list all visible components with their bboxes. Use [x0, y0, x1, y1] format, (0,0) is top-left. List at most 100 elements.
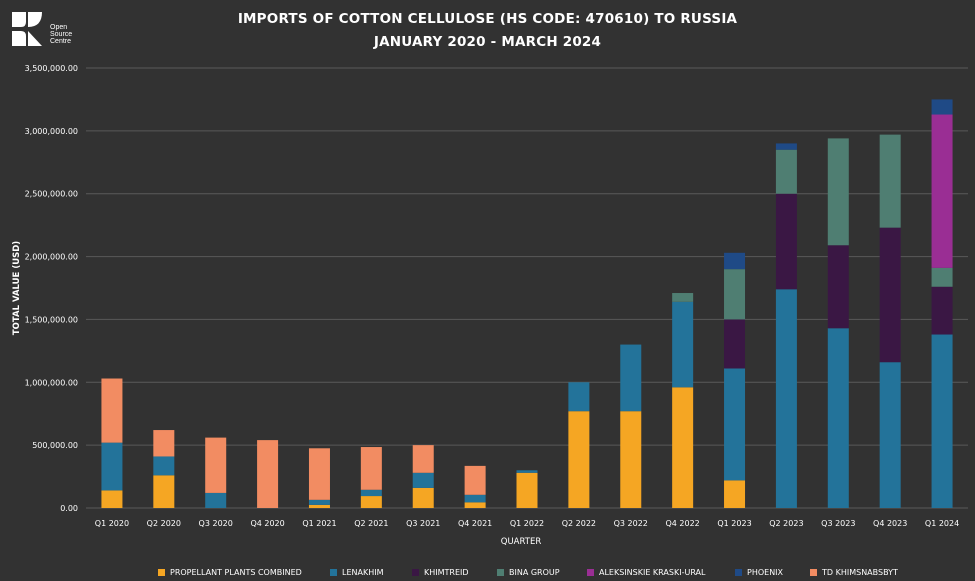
bar-segment — [879, 362, 901, 508]
bar-segment — [101, 378, 123, 443]
bar-segment — [153, 430, 175, 457]
bar-segment — [724, 368, 746, 481]
legend-swatch — [330, 568, 337, 576]
bar-segment — [101, 490, 123, 508]
bar-segment — [153, 475, 175, 508]
bar-segment — [724, 269, 746, 320]
bar-segment — [724, 252, 746, 270]
bar-segment — [775, 143, 797, 150]
bar-segment — [308, 448, 330, 500]
legend-item: LENAKHIM — [330, 565, 384, 579]
x-tick-label: Q3 2020 — [199, 519, 233, 528]
bar-segment — [879, 134, 901, 228]
legend-label: PROPELLANT PLANTS COMBINED — [170, 567, 302, 577]
bar-segment — [464, 502, 486, 508]
y-tick-label: 2,500,000.00 — [25, 190, 78, 199]
x-tick-label: Q1 2024 — [925, 519, 959, 528]
bar-segment — [308, 504, 330, 508]
bar-segment — [827, 138, 849, 246]
y-tick-label: 1,000,000.00 — [25, 378, 78, 387]
y-tick-label: 3,500,000.00 — [25, 64, 78, 73]
bar-segment — [775, 289, 797, 508]
legend-swatch — [158, 568, 165, 576]
legend-label: PHOENIX — [747, 567, 784, 577]
bar-segment — [931, 267, 953, 287]
x-tick-label: Q4 2022 — [665, 519, 699, 528]
bar-segment — [775, 149, 797, 194]
bar-segment — [827, 328, 849, 508]
y-tick-label: 500,000.00 — [32, 441, 78, 450]
bar-segment — [879, 227, 901, 363]
legend-swatch — [810, 568, 817, 576]
bar-segment — [153, 456, 175, 476]
stacked-bar-chart: 0.00 500,000.00 1,000,000.00 1,500,000.00 2,… — [12, 64, 968, 547]
legend-label: TD KHIMSNABSBYT — [822, 567, 898, 577]
legend-label: LENAKHIM — [342, 567, 384, 577]
x-tick-label: Q3 2022 — [614, 519, 648, 528]
logo-text-line3: Centre — [50, 38, 72, 45]
bar-segment — [360, 496, 382, 508]
legend-swatch — [735, 568, 742, 576]
bar-segment — [464, 494, 486, 503]
bar-segment — [724, 319, 746, 369]
x-tick-label: Q3 2021 — [406, 519, 440, 528]
y-tick-label: 2,000,000.00 — [25, 253, 78, 262]
legend-item: ALEKSINSKIE KRASKI-URAL — [587, 565, 705, 579]
logo-text: Open Source Centre — [50, 24, 90, 45]
bar-segment — [464, 465, 486, 495]
logo-text-line2: Source — [50, 31, 73, 38]
bar-segment — [568, 382, 590, 412]
bar-segment — [931, 286, 953, 335]
chart-title: IMPORTS OF COTTON CELLULOSE (HS CODE: 47… — [237, 11, 738, 27]
legend-item: PHOENIX — [735, 565, 783, 579]
bar-segment — [827, 245, 849, 329]
bar-segment — [360, 447, 382, 490]
chart-subtitle: JANUARY 2020 - MARCH 2024 — [373, 34, 602, 50]
bar-segment — [205, 437, 227, 493]
x-tick-label: Q1 2021 — [302, 519, 336, 528]
y-axis-title: TOTAL VALUE (USD) — [12, 241, 22, 335]
bar-segment — [931, 334, 953, 508]
bar-segment — [568, 411, 590, 508]
x-tick-label: Q2 2023 — [769, 519, 803, 528]
bar-segment — [724, 480, 746, 508]
x-tick-label: Q2 2021 — [354, 519, 388, 528]
x-tick-label: Q1 2023 — [717, 519, 751, 528]
x-tick-label: Q4 2023 — [873, 519, 907, 528]
bar-segment — [672, 293, 694, 302]
legend-item: BINA GROUP — [497, 565, 560, 579]
bar-segment — [672, 301, 694, 388]
bar-segment — [101, 442, 123, 491]
bar-segment — [620, 344, 642, 412]
x-tick-label: Q4 2020 — [250, 519, 284, 528]
x-tick-label: Q1 2020 — [95, 519, 129, 528]
bar-segment — [412, 472, 434, 488]
bar-segment — [672, 387, 694, 508]
bar-segment — [412, 487, 434, 508]
bar-segment — [308, 499, 330, 505]
legend-swatch — [497, 568, 504, 576]
bar-segment — [412, 445, 434, 473]
open-source-centre-logo: Open Source Centre — [8, 10, 88, 50]
x-tick-label: Q2 2020 — [147, 519, 181, 528]
legend-item: PROPELLANT PLANTS COMBINED — [158, 565, 302, 579]
x-tick-label: Q2 2022 — [562, 519, 596, 528]
x-tick-label: Q1 2022 — [510, 519, 544, 528]
chart-legend: PROPELLANT PLANTS COMBINED LENAKHIM KHIMTR… — [0, 565, 975, 579]
x-axis-title: QUARTER — [501, 537, 542, 547]
logo-text-line1: Open — [50, 24, 68, 31]
legend-item: TD KHIMSNABSBYT — [810, 565, 898, 579]
bar-segment — [360, 489, 382, 497]
x-tick-label: Q3 2023 — [821, 519, 855, 528]
bar-segment — [775, 193, 797, 290]
y-tick-label: 1,500,000.00 — [25, 315, 78, 324]
bar-segment — [516, 472, 538, 508]
legend-item: KHIMTREID — [412, 565, 469, 579]
legend-label: KHIMTREID — [424, 567, 469, 577]
bar-segment — [516, 470, 538, 473]
legend-swatch — [587, 568, 594, 576]
legend-swatch — [412, 568, 419, 576]
bar-segment — [931, 99, 953, 115]
bar-segment — [620, 411, 642, 508]
